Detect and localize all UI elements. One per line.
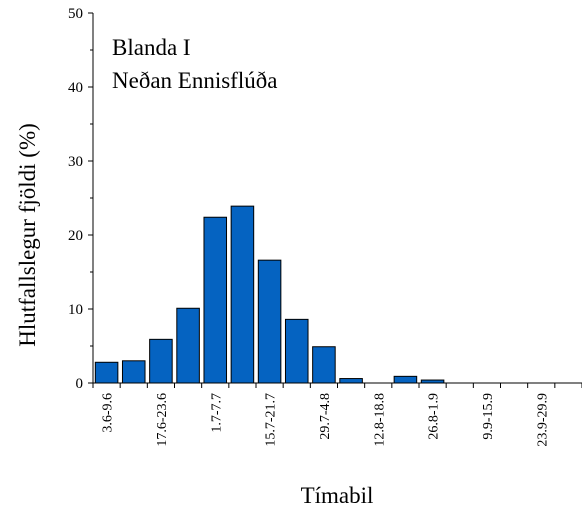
x-tick-label: 26.8-1.9 bbox=[427, 393, 442, 440]
annotation-line-2: Neðan Ennisflúða bbox=[112, 68, 277, 93]
bar-10.6-16.6 bbox=[121, 360, 146, 384]
x-tick-label: 9.9-15.9 bbox=[481, 393, 496, 440]
x-tick-label: 12.8-18.8 bbox=[372, 393, 387, 447]
bar-29.7-4.8 bbox=[312, 346, 336, 384]
y-tick-label: 20 bbox=[68, 228, 83, 244]
bar-5.8-11.8 bbox=[339, 378, 363, 384]
bar-17.6-23.6 bbox=[149, 338, 173, 384]
y-tick-label: 40 bbox=[68, 80, 83, 96]
bar-1.7-7.7 bbox=[203, 216, 228, 384]
x-tick-label: 29.7-4.8 bbox=[318, 393, 333, 440]
x-tick-label: 17.6-23.6 bbox=[155, 393, 170, 447]
y-tick-label: 10 bbox=[68, 302, 83, 318]
y-tick-label: 0 bbox=[76, 376, 84, 392]
x-axis: 3.6-9.6 17.6-23.6 1.7-7.7 15.7-21.7 29.7-4.8… bbox=[92, 382, 582, 447]
bar-22.7-28.7 bbox=[284, 318, 309, 384]
bar-3.6-9.6 bbox=[94, 361, 119, 384]
bar-15.7-21.7 bbox=[257, 259, 282, 384]
x-tick-label: 15.7-21.7 bbox=[264, 393, 279, 447]
bar-8.7-14.7 bbox=[230, 205, 255, 384]
annotation-line-1: Blanda I bbox=[112, 35, 191, 60]
y-axis-title: Hlutfallslegur fjöldi (%) bbox=[15, 123, 40, 347]
y-axis: 0 10 20 30 40 50 bbox=[68, 6, 94, 392]
y-tick-label: 30 bbox=[68, 154, 83, 170]
x-tick-label: 23.9-29.9 bbox=[535, 393, 550, 447]
x-axis-title: Tímabil bbox=[301, 483, 374, 508]
x-tick-label: 1.7-7.7 bbox=[209, 393, 224, 433]
y-tick-label: 50 bbox=[68, 6, 83, 22]
bar-26.8-1.9 bbox=[420, 379, 445, 384]
bar-19.8-25.8 bbox=[393, 375, 418, 384]
bars-group bbox=[94, 205, 445, 384]
x-tick-label: 3.6-9.6 bbox=[101, 393, 116, 433]
bar-24.6-30.6 bbox=[176, 307, 200, 384]
